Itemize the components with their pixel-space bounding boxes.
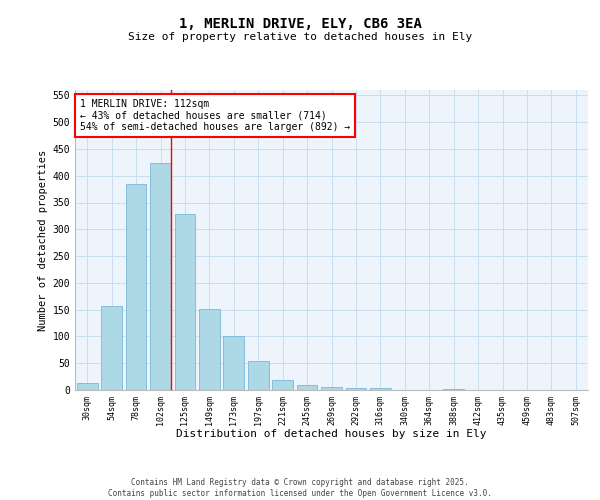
Y-axis label: Number of detached properties: Number of detached properties: [38, 150, 49, 330]
Bar: [125, 184, 146, 390]
Text: Size of property relative to detached houses in Ely: Size of property relative to detached ho…: [128, 32, 472, 42]
Bar: [223, 336, 244, 390]
Bar: [150, 163, 171, 390]
Bar: [248, 360, 269, 390]
Bar: [346, 388, 367, 390]
Bar: [175, 214, 196, 390]
Bar: [272, 380, 293, 390]
Text: 1, MERLIN DRIVE, ELY, CB6 3EA: 1, MERLIN DRIVE, ELY, CB6 3EA: [179, 18, 421, 32]
Bar: [321, 388, 342, 390]
Bar: [101, 306, 122, 390]
Bar: [199, 308, 220, 390]
Text: Contains HM Land Registry data © Crown copyright and database right 2025.
Contai: Contains HM Land Registry data © Crown c…: [108, 478, 492, 498]
Bar: [370, 388, 391, 390]
X-axis label: Distribution of detached houses by size in Ely: Distribution of detached houses by size …: [176, 429, 487, 439]
Text: 1 MERLIN DRIVE: 112sqm
← 43% of detached houses are smaller (714)
54% of semi-de: 1 MERLIN DRIVE: 112sqm ← 43% of detached…: [80, 99, 350, 132]
Bar: [77, 383, 98, 390]
Bar: [296, 385, 317, 390]
